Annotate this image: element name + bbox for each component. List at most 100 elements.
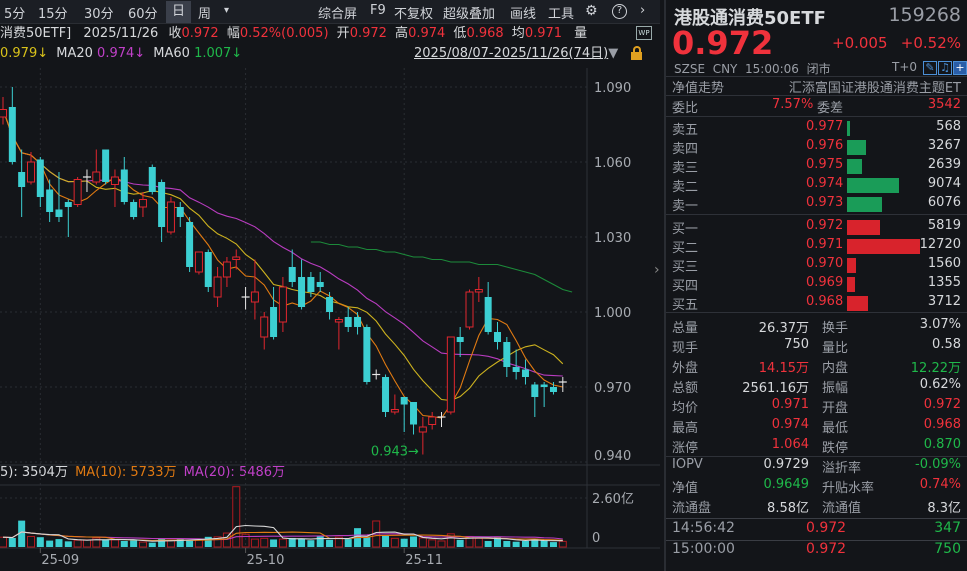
price-tick-label: 1.060	[594, 156, 631, 171]
candle-body	[110, 176, 119, 185]
alert-bell-icon[interactable]: ♫	[938, 61, 952, 75]
stat-value: 12.22万	[910, 361, 961, 376]
stat-row: 总量 26.37万 换手 3.07%	[672, 317, 961, 336]
date-range-selector[interactable]: 2025/08/07-2025/11/26(74日)▼	[414, 44, 618, 64]
volume-bar	[847, 159, 863, 174]
volume-bar	[531, 538, 539, 547]
volume-bar	[503, 540, 511, 547]
gear-icon[interactable]: ⚙	[585, 3, 598, 19]
bid-row[interactable]: 买二 0.971 12720	[672, 237, 961, 256]
volume-bar	[232, 486, 241, 548]
f9-button[interactable]: F9	[370, 3, 386, 18]
period-30min[interactable]: 30分	[84, 7, 114, 22]
volume-bar	[194, 539, 203, 548]
stat-label: 量比	[822, 341, 849, 356]
volume-bar	[847, 121, 851, 136]
stat-value: -0.09%	[915, 457, 961, 472]
ask-row[interactable]: 卖三 0.975 2639	[672, 157, 961, 176]
min-price-annotation: 0.943→	[371, 445, 419, 460]
security-title: 港股通消费50ETF	[674, 8, 826, 29]
candle-body	[46, 189, 54, 212]
add-watchlist-icon[interactable]: +	[953, 61, 967, 75]
ask-row[interactable]: 卖一 0.973 6076	[672, 195, 961, 214]
level-label: 买一	[672, 222, 699, 237]
period-daily[interactable]: 日	[166, 1, 192, 23]
level-label: 卖四	[672, 142, 699, 157]
more-periods-dropdown[interactable]: ▾	[224, 5, 230, 16]
bid-row[interactable]: 买一 0.972 5819	[672, 218, 961, 237]
period-5min[interactable]: 5分	[4, 7, 26, 22]
candle-body	[130, 202, 138, 217]
dropdown-arrow-icon[interactable]: ▼	[608, 46, 619, 61]
candle-body	[138, 199, 147, 208]
period-weekly[interactable]: 周	[198, 7, 212, 22]
help-icon[interactable]: ?	[612, 4, 627, 19]
chevron-right-icon[interactable]: ›	[640, 3, 646, 18]
candle-body	[465, 291, 474, 328]
candle-body	[540, 384, 548, 387]
wp-icon[interactable]: WP	[636, 26, 652, 40]
tick-time: 15:00:00	[672, 541, 735, 557]
candle-body	[36, 159, 44, 197]
level-price: 0.971	[806, 237, 844, 252]
price-change: +0.005	[832, 34, 888, 52]
bid-row[interactable]: 买三 0.970 1560	[672, 256, 961, 275]
volume-bar	[120, 540, 128, 547]
draw-line-button[interactable]: 画线	[510, 7, 537, 22]
stat-value: 0.974	[771, 417, 809, 432]
candle-body	[270, 307, 278, 337]
period-60min[interactable]: 60分	[128, 7, 158, 22]
volume-bar	[186, 539, 194, 547]
ma5-line	[2, 109, 563, 419]
volume-bar	[456, 539, 464, 547]
collapse-panel-icon[interactable]: ›	[654, 262, 660, 278]
volume-bar	[130, 540, 138, 547]
edit-icon[interactable]: ✎	[923, 61, 937, 75]
volume-tick-label: 2.60亿	[592, 492, 634, 507]
volume-bar	[418, 537, 427, 548]
candle-body	[92, 171, 101, 183]
period-15min[interactable]: 15分	[38, 7, 68, 22]
volume-bar	[493, 537, 501, 547]
date-tick-label: 25-11	[405, 553, 443, 568]
stat-label: 总额	[672, 381, 699, 396]
ask-row[interactable]: 卖二 0.974 9074	[672, 176, 961, 195]
lock-icon[interactable]	[630, 46, 643, 61]
candle-body	[512, 367, 520, 372]
trade-tick-row: 14:56:42 0.972 347	[672, 520, 961, 539]
ma60-value: 1.007↓	[194, 46, 243, 61]
composite-screen-button[interactable]: 综合屏	[318, 7, 358, 22]
stat-value: 0.62%	[919, 377, 961, 392]
bid-row[interactable]: 买四 0.969 1355	[672, 275, 961, 294]
tools-button[interactable]: 工具	[548, 7, 575, 22]
stat-value: 0.870	[923, 437, 961, 452]
volume-bar	[92, 537, 101, 548]
stat-row: 流通盘 8.58亿 流通值 8.3亿	[672, 497, 961, 516]
stat-value: 3.07%	[919, 317, 961, 332]
market-status: 闭市	[806, 62, 831, 76]
stat-label: 振幅	[822, 381, 849, 396]
kline-chart[interactable]: 1.090 1.060 1.030 1.000 0.970 0.940 25-09 25-10…	[0, 0, 660, 571]
ask-row[interactable]: 卖四 0.976 3267	[672, 138, 961, 157]
candle-body	[456, 337, 464, 342]
tick-price: 0.972	[806, 520, 847, 536]
volume-bar	[270, 539, 278, 547]
volume-bar	[64, 541, 72, 547]
level-volume: 9074	[927, 176, 961, 191]
nav-trend-link[interactable]: 净值走势	[672, 81, 725, 96]
no-adjust-button[interactable]: 不复权	[394, 7, 434, 22]
stat-row: IOPV 0.9729 溢折率 -0.09%	[672, 457, 961, 476]
candle-body	[222, 261, 231, 278]
level-label: 买三	[672, 260, 699, 275]
bid-row[interactable]: 买五 0.968 3712	[672, 294, 961, 313]
candle-body	[334, 319, 343, 323]
candle-body	[120, 169, 128, 202]
low-value: 0.968	[466, 26, 504, 41]
volume-ma5-line	[2, 524, 563, 542]
date-range[interactable]: 2025/08/07-2025/11/26(74日)	[414, 46, 609, 61]
ma-legend: 0.979↓ MA20 0.974↓ MA60 1.007↓	[0, 44, 242, 64]
super-overlay-button[interactable]: 超级叠加	[443, 7, 496, 22]
ask-row[interactable]: 卖五 0.977 568	[672, 119, 961, 138]
ma10-value: 0.979↓	[0, 46, 49, 61]
volume-bar	[298, 538, 306, 547]
